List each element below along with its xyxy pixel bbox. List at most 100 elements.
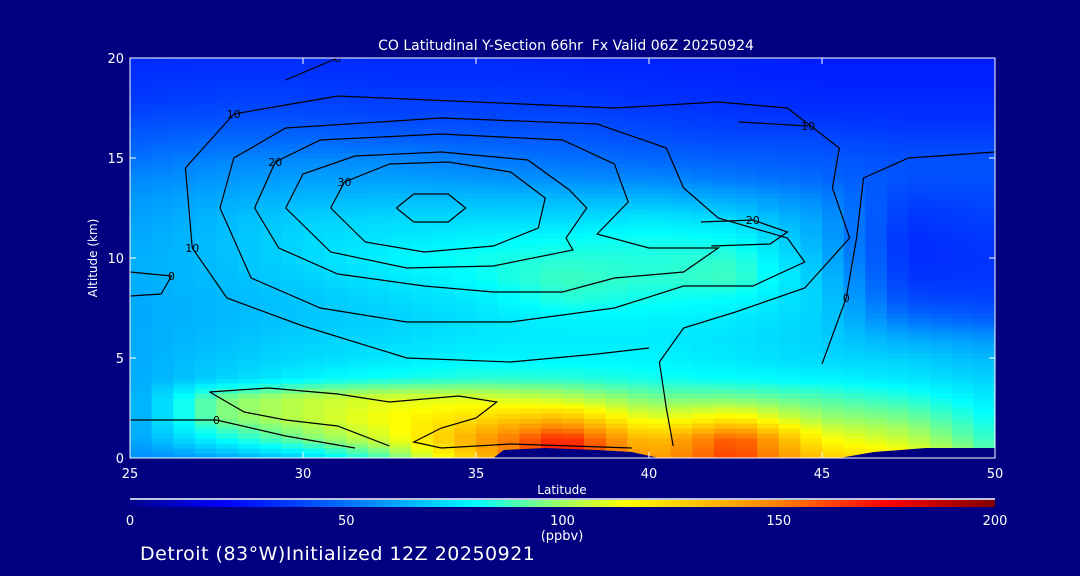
heat-cell bbox=[432, 253, 455, 259]
heat-cell bbox=[432, 288, 455, 294]
heat-cell bbox=[605, 143, 628, 149]
heat-cell bbox=[973, 343, 995, 349]
heat-cell bbox=[216, 403, 239, 409]
heat-cell bbox=[757, 153, 780, 159]
heat-cell bbox=[519, 153, 542, 159]
heat-cell bbox=[173, 358, 196, 364]
heat-cell bbox=[151, 233, 174, 239]
heat-cell bbox=[562, 238, 585, 244]
heat-cell bbox=[454, 93, 477, 99]
heat-cell bbox=[670, 303, 693, 309]
heat-cell bbox=[843, 263, 866, 269]
heat-cell bbox=[367, 133, 391, 139]
heat-cell bbox=[151, 158, 174, 164]
heat-cell bbox=[281, 178, 304, 184]
heat-cell bbox=[778, 413, 801, 419]
heat-cell bbox=[951, 373, 974, 379]
heat-cell bbox=[476, 178, 499, 184]
heat-cell bbox=[324, 398, 347, 404]
heat-cell bbox=[389, 63, 412, 69]
heat-cell bbox=[324, 273, 347, 279]
heat-cell bbox=[281, 423, 304, 429]
heat-cell bbox=[194, 233, 218, 239]
heat-cell bbox=[865, 343, 888, 349]
heat-cell bbox=[281, 373, 304, 379]
heat-cell bbox=[303, 443, 326, 449]
heat-cell bbox=[130, 253, 153, 259]
heat-cell bbox=[346, 148, 369, 154]
heat-cell bbox=[151, 353, 174, 359]
heat-cell bbox=[173, 198, 196, 204]
heat-cell bbox=[194, 363, 218, 369]
heat-cell bbox=[930, 63, 953, 69]
heat-cell bbox=[303, 368, 326, 374]
heat-cell bbox=[216, 393, 239, 399]
heat-cell bbox=[238, 338, 261, 344]
heat-cell bbox=[259, 223, 282, 229]
heat-cell bbox=[151, 168, 174, 174]
heat-cell bbox=[757, 168, 780, 174]
heat-cell bbox=[562, 433, 585, 439]
heat-cell bbox=[627, 438, 650, 444]
heat-cell bbox=[173, 98, 196, 104]
heat-cell bbox=[497, 373, 520, 379]
heat-cell bbox=[735, 298, 758, 304]
heat-cell bbox=[216, 78, 239, 84]
heat-cell bbox=[649, 338, 672, 344]
heat-cell bbox=[757, 158, 780, 164]
heat-cell bbox=[843, 343, 866, 349]
heat-cell bbox=[411, 278, 434, 284]
heat-cell bbox=[584, 168, 607, 174]
heat-cell bbox=[670, 263, 693, 269]
heat-cell bbox=[216, 123, 239, 129]
heat-cell bbox=[735, 123, 758, 129]
heat-cell bbox=[584, 153, 607, 159]
heat-cell bbox=[713, 113, 737, 119]
heat-cell bbox=[130, 283, 153, 289]
heat-cell bbox=[670, 203, 693, 209]
heat-cell bbox=[130, 333, 153, 339]
heat-cell bbox=[843, 283, 866, 289]
heat-cell bbox=[713, 423, 737, 429]
heat-cell bbox=[930, 103, 953, 109]
heat-cell bbox=[367, 238, 391, 244]
heat-cell bbox=[303, 153, 326, 159]
x-axis-label: Latitude bbox=[537, 483, 586, 497]
heat-cell bbox=[173, 233, 196, 239]
heat-cell bbox=[281, 308, 304, 314]
heat-cell bbox=[822, 98, 845, 104]
heat-cell bbox=[151, 58, 174, 64]
heat-cell bbox=[259, 423, 282, 429]
heat-cell bbox=[605, 373, 628, 379]
heat-cell bbox=[562, 298, 585, 304]
heat-cell bbox=[519, 313, 542, 319]
heat-cell bbox=[454, 73, 477, 79]
heat-cell bbox=[519, 328, 542, 334]
heat-cell bbox=[454, 363, 477, 369]
heat-cell bbox=[130, 408, 153, 414]
heat-cell bbox=[713, 153, 737, 159]
heat-cell bbox=[519, 158, 542, 164]
heat-cell bbox=[303, 63, 326, 69]
heat-cell bbox=[843, 288, 866, 294]
heat-cell bbox=[670, 208, 693, 214]
x-tick-label: 50 bbox=[987, 467, 1004, 482]
heat-cell bbox=[670, 78, 693, 84]
heat-cell bbox=[692, 403, 715, 409]
heat-cell bbox=[649, 183, 672, 189]
heat-cell bbox=[605, 118, 628, 124]
heat-cell bbox=[822, 133, 845, 139]
heat-cell bbox=[432, 243, 455, 249]
heat-cell bbox=[151, 348, 174, 354]
heat-cell bbox=[908, 278, 931, 284]
heat-cell bbox=[713, 358, 737, 364]
heat-cell bbox=[497, 158, 520, 164]
heat-cell bbox=[151, 78, 174, 84]
heat-cell bbox=[670, 413, 693, 419]
heat-cell bbox=[540, 138, 564, 144]
heat-cell bbox=[411, 418, 434, 424]
heat-cell bbox=[865, 88, 888, 94]
heat-cell bbox=[389, 168, 412, 174]
heat-cell bbox=[476, 328, 499, 334]
heat-cell bbox=[411, 328, 434, 334]
